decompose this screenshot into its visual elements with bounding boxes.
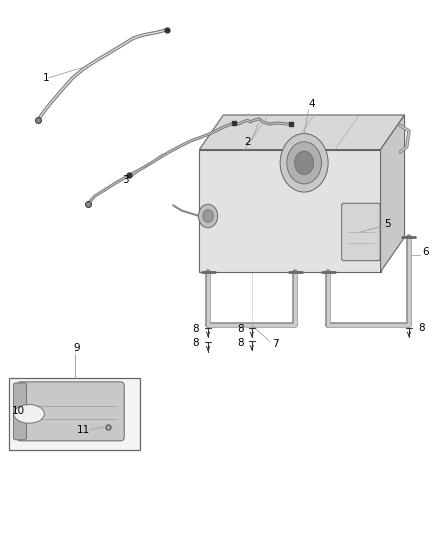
Text: 1: 1 [43,73,50,83]
Circle shape [287,142,321,184]
Text: 8: 8 [193,338,199,348]
Text: 9: 9 [74,343,81,353]
FancyBboxPatch shape [342,203,380,261]
FancyBboxPatch shape [10,378,141,450]
FancyBboxPatch shape [17,382,124,441]
Text: 10: 10 [11,406,25,416]
Text: 11: 11 [77,425,90,435]
Circle shape [203,209,213,222]
FancyBboxPatch shape [13,383,26,440]
Circle shape [280,134,328,192]
Polygon shape [381,115,405,272]
Text: 8: 8 [418,322,424,333]
Polygon shape [199,115,405,150]
Text: 8: 8 [237,324,244,334]
Text: 8: 8 [237,338,244,348]
Text: 3: 3 [122,175,128,185]
Text: 4: 4 [309,99,315,109]
Circle shape [294,151,314,174]
Circle shape [198,204,218,228]
Text: 8: 8 [193,324,199,334]
Text: 6: 6 [422,247,429,257]
Polygon shape [199,150,381,272]
Text: 7: 7 [272,338,279,349]
Ellipse shape [14,405,44,423]
Text: 2: 2 [244,136,251,147]
Text: 5: 5 [384,219,390,229]
